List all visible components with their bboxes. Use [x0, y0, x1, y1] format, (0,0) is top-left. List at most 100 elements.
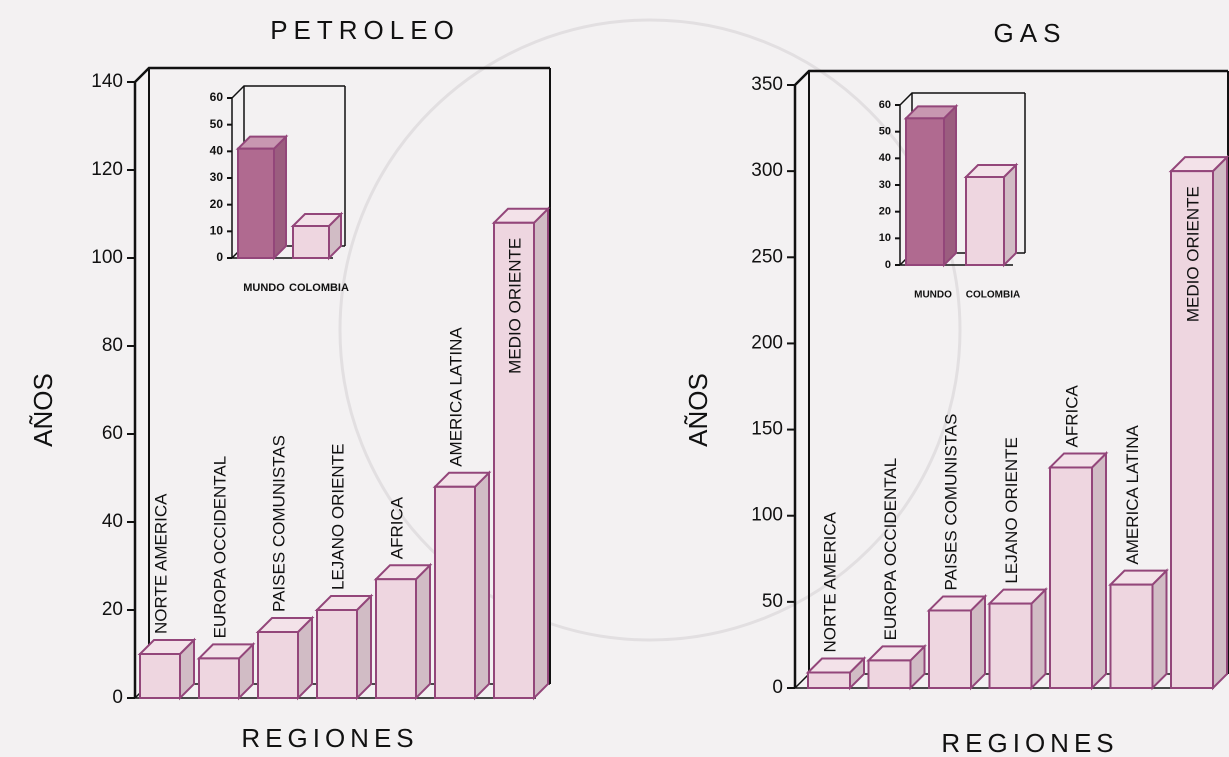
category-label: MEDIO ORIENTE: [505, 238, 524, 374]
y-tick-label: 250: [751, 246, 783, 267]
category-label: COLOMBIA: [289, 282, 349, 294]
y-tick-label: 30: [210, 170, 224, 184]
bar: [314, 593, 374, 701]
y-tick-label: 50: [879, 126, 891, 138]
y-tick-label: 0: [885, 259, 891, 271]
y-tick-label: 0: [112, 687, 123, 708]
bar: [963, 162, 1019, 268]
bar: [373, 562, 433, 701]
bar-front: [807, 671, 851, 689]
category-label: LEJANO ORIENTE: [1002, 437, 1021, 583]
y-tick-label: 50: [762, 591, 783, 612]
bar-front: [434, 485, 476, 699]
y-tick-label: 100: [751, 505, 783, 526]
bar-side: [356, 593, 372, 701]
category-label: AMERICA LATINA: [1123, 424, 1142, 564]
y-tick-label: 140: [91, 71, 123, 92]
bar-front: [493, 221, 535, 700]
category-label: AMERICA LATINA: [446, 327, 465, 467]
category-label: AFRICA: [1062, 384, 1081, 447]
y-tick-label: 60: [879, 99, 891, 111]
y-tick-label: 30: [879, 179, 891, 191]
bar-side: [1003, 162, 1017, 268]
bar-front: [1170, 170, 1214, 689]
frame: [133, 66, 550, 698]
bar-side: [970, 594, 986, 691]
bar-front: [965, 176, 1005, 266]
category-label: AFRICA: [387, 496, 406, 559]
category-label: MEDIO ORIENTE: [1183, 186, 1202, 322]
y-tick-label: 60: [102, 423, 123, 444]
bar-front: [316, 609, 358, 699]
bar-side: [474, 470, 490, 701]
bar: [235, 134, 289, 261]
y-tick-label: 40: [210, 144, 224, 158]
y-tick-label: 0: [772, 677, 783, 698]
bar-front: [1049, 466, 1093, 689]
x-axis-label: REGIONES: [241, 723, 418, 753]
y-tick-label: 10: [210, 224, 224, 238]
y-tick-label: 80: [102, 335, 123, 356]
bar-front: [905, 117, 945, 267]
chart-title: GAS: [994, 18, 1067, 48]
y-tick-label: 10: [879, 232, 891, 244]
bar-side: [415, 562, 431, 701]
y-tick-label: 60: [210, 90, 224, 104]
bar: [866, 644, 927, 691]
bar-front: [1109, 583, 1154, 690]
bar: [196, 641, 256, 701]
category-label: PAISES COMUNISTAS: [941, 414, 960, 591]
bar-front: [257, 631, 299, 699]
bar-front: [139, 653, 181, 699]
bar: [1047, 451, 1109, 691]
bar-front: [928, 609, 972, 690]
y-tick-label: 0: [216, 250, 223, 264]
y-tick-label: 300: [751, 160, 783, 181]
bar-side: [273, 134, 287, 261]
category-label: EUROPA OCCIDENTAL: [210, 456, 229, 639]
bar: [255, 615, 315, 701]
category-label: NORTE AMERICA: [151, 493, 170, 634]
bar: [1168, 154, 1229, 691]
category-label: MUNDO: [243, 282, 285, 294]
y-tick-label: 200: [751, 332, 783, 353]
bar-front: [375, 578, 417, 700]
category-label: COLOMBIA: [966, 290, 1020, 301]
bar-front: [237, 147, 275, 260]
y-tick-label: 150: [751, 419, 783, 440]
y-tick-label: 40: [102, 511, 123, 532]
category-label: MUNDO: [914, 290, 952, 301]
category-label: PAISES COMUNISTAS: [269, 435, 288, 612]
y-axis-label: AÑOS: [28, 373, 58, 447]
bar-front: [292, 225, 330, 259]
y-tick-label: 20: [102, 599, 123, 620]
bar-side: [943, 103, 957, 268]
bar: [987, 587, 1048, 691]
category-label: EUROPA OCCIDENTAL: [881, 458, 900, 641]
bar-side: [1151, 568, 1168, 691]
bar: [290, 211, 344, 261]
bar-side: [1091, 451, 1107, 691]
y-tick-label: 100: [91, 247, 123, 268]
bar: [805, 656, 867, 691]
bar-side: [533, 206, 549, 701]
bar: [491, 206, 551, 701]
y-tick-label: 20: [210, 197, 224, 211]
bar-side: [1212, 154, 1228, 691]
bar-front: [867, 659, 912, 689]
bar: [137, 637, 197, 701]
y-tick-label: 20: [879, 206, 891, 218]
bar-front: [988, 602, 1033, 690]
category-label: LEJANO ORIENTE: [328, 444, 347, 590]
bar-front: [198, 657, 240, 700]
y-tick-label: 350: [751, 74, 783, 95]
x-axis-label: REGIONES: [941, 728, 1118, 757]
y-tick-label: 50: [210, 117, 224, 131]
y-tick-label: 40: [879, 152, 891, 164]
chart-title: PETROLEO: [270, 15, 460, 45]
bar-side: [1030, 587, 1047, 691]
bar: [926, 594, 988, 691]
background-circle: [338, 18, 962, 642]
